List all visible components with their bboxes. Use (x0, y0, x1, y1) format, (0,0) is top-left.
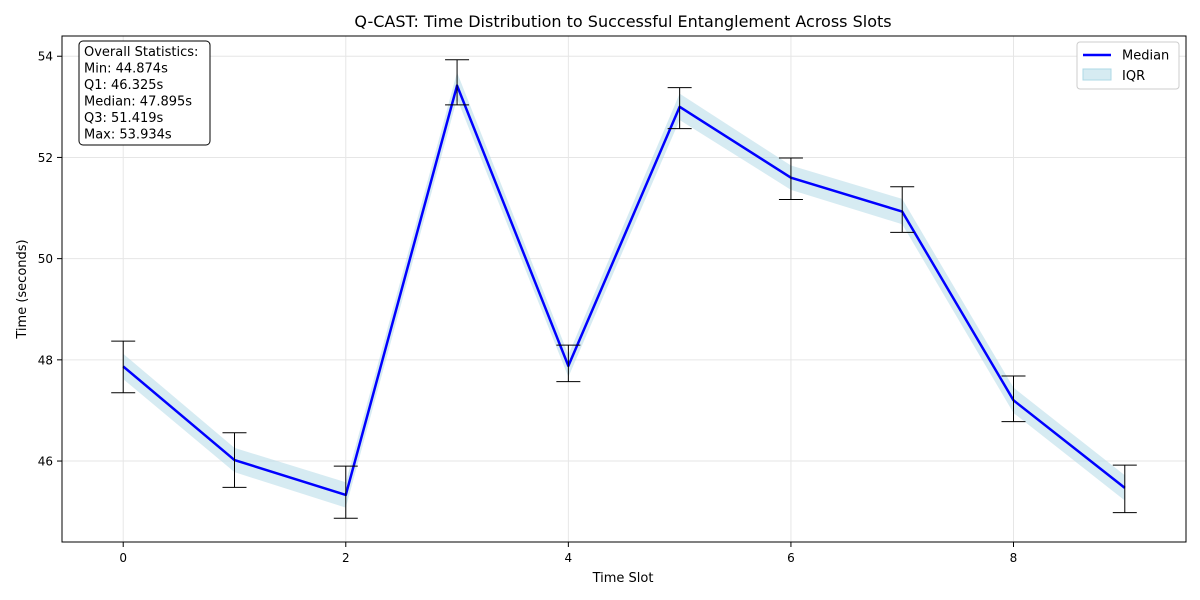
plot-frame (61, 35, 1187, 543)
stats-line: Q1: 46.325s (84, 78, 164, 93)
chart-title: Q-CAST: Time Distribution to Successful … (354, 12, 891, 31)
errorbar-layer (111, 59, 1137, 519)
y-tick-label: 50 (38, 252, 53, 266)
errorbar (667, 87, 692, 130)
x-tick-label: 8 (1010, 551, 1018, 565)
errorbar (222, 432, 247, 488)
legend-iqr-swatch (1082, 68, 1112, 81)
y-tick-label: 54 (38, 50, 53, 64)
errorbar (445, 59, 470, 106)
errorbar (1112, 464, 1137, 514)
legend: Median IQR (1076, 41, 1180, 90)
y-tick-label: 52 (38, 151, 53, 165)
errorbar (556, 344, 581, 383)
y-tick-label: 46 (38, 455, 53, 469)
median-line-layer (122, 84, 1126, 497)
errorbar (778, 157, 803, 200)
legend-median-label: Median (1122, 49, 1169, 64)
errorbar (111, 340, 136, 394)
stats-line: Overall Statistics: (84, 45, 198, 60)
x-tick-label: 4 (565, 551, 573, 565)
stats-annotation: Overall Statistics: Min: 44.874s Q1: 46.… (78, 40, 211, 146)
stats-line: Median: 47.895s (84, 95, 192, 110)
stats-line: Max: 53.934s (84, 128, 172, 143)
x-tick-label: 0 (119, 551, 127, 565)
errorbar (333, 465, 358, 519)
x-tick-label: 2 (342, 551, 350, 565)
y-axis-label: Time (seconds) (15, 239, 30, 339)
legend-iqr-label: IQR (1122, 69, 1145, 84)
x-tick-label: 6 (787, 551, 795, 565)
x-axis-label: Time Slot (592, 571, 654, 586)
errorbar (890, 186, 915, 233)
stats-line: Min: 44.874s (84, 62, 168, 77)
stats-line: Q3: 51.419s (84, 111, 164, 126)
stats-annotation-box (78, 40, 211, 146)
iqr-band-layer (123, 72, 1125, 508)
y-tick-label: 48 (38, 353, 53, 367)
errorbar (1001, 375, 1026, 423)
iqr-band (123, 72, 1125, 508)
median-line (122, 84, 1126, 497)
